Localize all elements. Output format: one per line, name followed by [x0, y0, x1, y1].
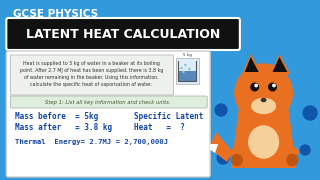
FancyBboxPatch shape — [6, 51, 210, 177]
Circle shape — [182, 71, 185, 73]
Polygon shape — [209, 144, 218, 153]
Ellipse shape — [252, 98, 276, 114]
Circle shape — [235, 64, 292, 122]
Circle shape — [215, 104, 227, 116]
Circle shape — [188, 68, 191, 70]
FancyBboxPatch shape — [6, 18, 240, 50]
Text: Mass before  = 5kg: Mass before = 5kg — [15, 111, 99, 120]
Ellipse shape — [231, 147, 245, 156]
Polygon shape — [209, 132, 233, 162]
Text: Specific Latent: Specific Latent — [134, 111, 203, 120]
Ellipse shape — [284, 147, 298, 156]
Circle shape — [251, 83, 259, 91]
Circle shape — [184, 64, 187, 66]
Text: Thermal  Energy= 2.7MJ = 2,700,000J: Thermal Energy= 2.7MJ = 2,700,000J — [15, 139, 168, 145]
Circle shape — [231, 154, 242, 165]
FancyBboxPatch shape — [179, 71, 196, 80]
Ellipse shape — [249, 126, 278, 158]
Text: 5 kg: 5 kg — [183, 53, 192, 57]
Circle shape — [300, 145, 310, 155]
Polygon shape — [242, 54, 262, 74]
FancyBboxPatch shape — [10, 96, 207, 108]
Text: Step 1: List all key information and check units.: Step 1: List all key information and che… — [45, 100, 171, 105]
Polygon shape — [231, 108, 296, 168]
Polygon shape — [245, 57, 259, 72]
Circle shape — [269, 83, 276, 91]
Text: Mass after   = 3.8 kg: Mass after = 3.8 kg — [15, 123, 112, 132]
Circle shape — [180, 67, 183, 69]
Text: Heat   =  ?: Heat = ? — [134, 123, 185, 132]
Text: GCSE PHYSICS: GCSE PHYSICS — [13, 9, 98, 19]
Polygon shape — [270, 54, 290, 74]
Text: Heat is supplied to 5 kg of water in a beaker at its boiling
point. After 2.7 MJ: Heat is supplied to 5 kg of water in a b… — [20, 61, 163, 87]
Circle shape — [255, 84, 257, 87]
Circle shape — [217, 152, 229, 164]
FancyBboxPatch shape — [176, 58, 199, 84]
Circle shape — [273, 84, 275, 87]
FancyBboxPatch shape — [10, 55, 173, 95]
Circle shape — [303, 106, 317, 120]
Circle shape — [287, 154, 298, 165]
Polygon shape — [273, 57, 287, 72]
Ellipse shape — [261, 98, 266, 102]
Text: LATENT HEAT CALCULATION: LATENT HEAT CALCULATION — [26, 28, 220, 40]
